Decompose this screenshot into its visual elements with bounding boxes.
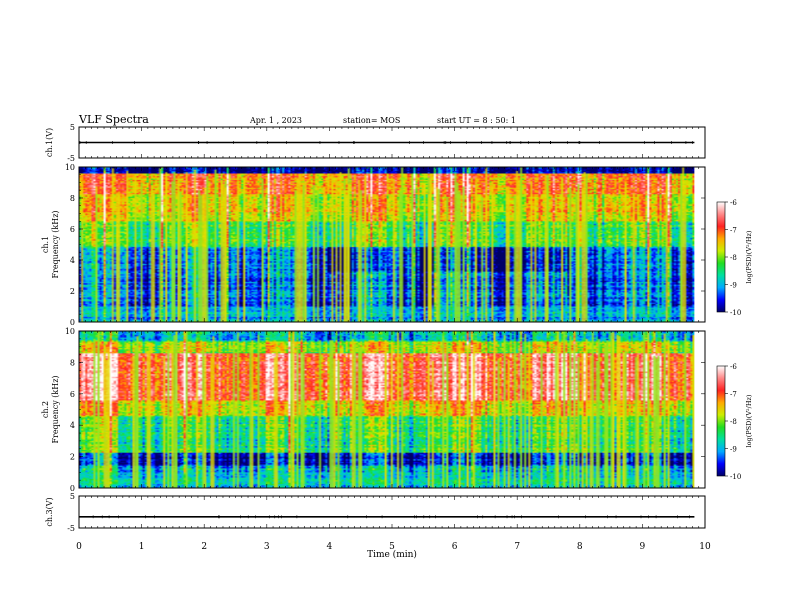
chart-title: VLF Spectra (79, 113, 149, 126)
y-tick-label: 8 (70, 358, 75, 367)
colorbar-tick-label: -8 (730, 418, 737, 426)
panel-ch1-spectrogram: 0 2 4 6 8 10 ch.1 Frequency (kHz) -6 -7 -8 -9 -10 log… (41, 163, 753, 327)
y-tick-label: 10 (65, 327, 75, 336)
x-tick-label: 10 (699, 542, 711, 552)
y-tick-label: 8 (70, 194, 75, 203)
y-axis-label: ch.1 (41, 236, 50, 253)
colorbar (716, 365, 726, 477)
colorbar-tick-label: -6 (730, 363, 737, 371)
colorbar-tick-label: -9 (730, 282, 737, 290)
x-axis: 0 1 2 3 4 5 6 7 8 9 10 Time (min) (76, 542, 711, 560)
x-tick-label: 9 (640, 542, 646, 552)
spectrogram-image (79, 331, 695, 488)
y-tick-label: 4 (70, 256, 75, 265)
y-tick-label: 10 (65, 163, 75, 172)
y-tick-label: 2 (70, 453, 75, 462)
colorbar-tick-label: -10 (730, 309, 741, 317)
panel-frame (78, 495, 706, 529)
x-tick-label: 3 (264, 542, 270, 552)
colorbar-tick-label: -8 (730, 254, 737, 262)
y-tick-label: 0 (70, 484, 75, 493)
colorbar-label: log(PSD)(V²/Hz) (745, 230, 753, 283)
y-axis-label: Frequency (kHz) (51, 375, 60, 443)
x-tick-label: 4 (327, 542, 333, 552)
y-tick-label: 5 (70, 492, 75, 501)
x-tick-label: 8 (577, 542, 583, 552)
colorbar (716, 201, 726, 313)
colorbar-label: log(PSD)(V²/Hz) (745, 394, 753, 447)
colorbar-tick-label: -7 (730, 391, 737, 399)
y-tick-label: 2 (70, 287, 75, 296)
x-tick-label: 2 (201, 542, 207, 552)
panel-ch3-waveform: 5 -5 ch.3(V) (45, 492, 706, 533)
x-axis-label: Time (min) (367, 549, 417, 560)
y-axis-label: ch.2 (41, 401, 50, 418)
colorbar-tick-label: -10 (730, 473, 741, 481)
y-tick-label: 4 (70, 421, 75, 430)
y-tick-label: 6 (70, 390, 75, 399)
y-tick-label: -5 (67, 154, 75, 163)
colorbar-tick-label: -9 (730, 446, 737, 454)
panel-ch2-spectrogram: 0 2 4 6 8 10 ch.2 Frequency (kHz) -6 -7 -8 -9 -10 log… (41, 327, 753, 493)
x-tick-label: 1 (139, 542, 145, 552)
y-tick-label: 5 (70, 123, 75, 132)
colorbar-tick-label: -7 (730, 227, 737, 235)
y-tick-label: 6 (70, 225, 75, 234)
y-axis-label: Frequency (kHz) (51, 210, 60, 278)
y-tick-label: -5 (67, 524, 75, 533)
y-axis-label: ch.1(V) (45, 128, 54, 157)
y-axis-label: ch.3(V) (45, 497, 54, 526)
spectrogram-image (79, 167, 695, 322)
start-time-label: start UT = 8 : 50: 1 (437, 116, 516, 125)
x-tick-label: 5 (389, 542, 395, 552)
colorbar-tick-label: -6 (730, 199, 737, 207)
y-tick-label: 0 (70, 318, 75, 327)
x-tick-label: 0 (76, 542, 82, 552)
date-label: Apr. 1 , 2023 (250, 116, 303, 125)
panel-ch1-waveform: 5 -5 ch.1(V) (45, 123, 706, 163)
x-tick-label: 6 (452, 542, 458, 552)
x-tick-label: 7 (514, 542, 520, 552)
station-label: station= MOS (343, 116, 401, 125)
